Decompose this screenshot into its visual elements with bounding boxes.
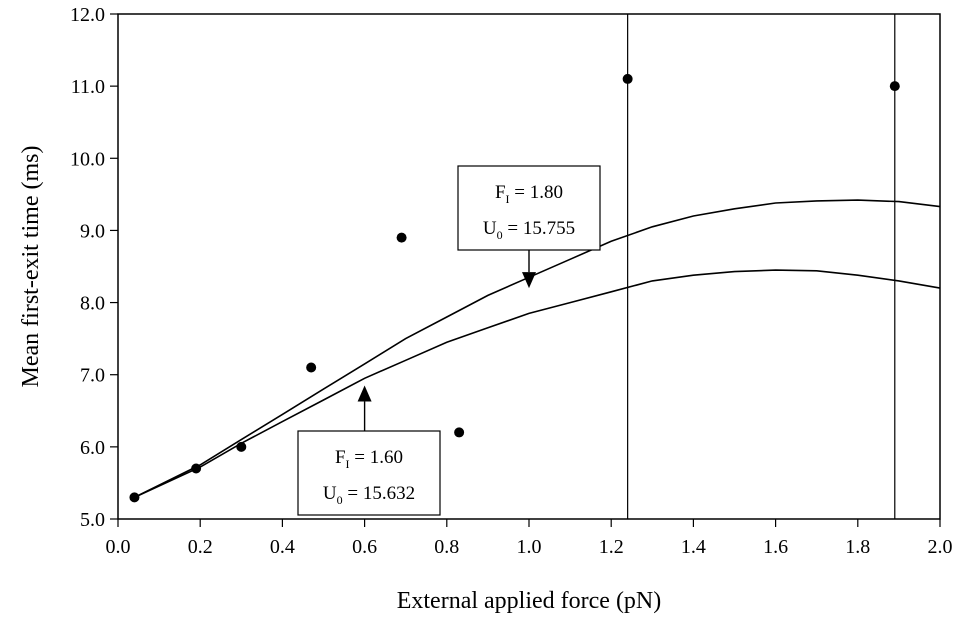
arrow-head xyxy=(522,272,536,289)
y-axis-title: Mean first-exit time (ms) xyxy=(18,146,44,388)
x-tick-label: 2.0 xyxy=(928,536,953,558)
u-value: = 15.632 xyxy=(343,483,415,504)
annotation-box xyxy=(297,430,441,516)
u-subscript: 0 xyxy=(337,493,343,507)
data-point xyxy=(191,463,202,474)
x-tick-label: 1.8 xyxy=(845,536,870,558)
y-tick-label: 10.0 xyxy=(70,148,105,170)
x-tick-label: 0.4 xyxy=(270,536,295,558)
curves xyxy=(134,199,941,499)
x-tick-label: 1.0 xyxy=(517,536,542,558)
x-axis-title: External applied force (pN) xyxy=(397,588,662,614)
x-tick-label: 0.6 xyxy=(352,536,377,558)
arrow-head xyxy=(357,385,372,402)
u-symbol: U xyxy=(323,483,337,504)
data-point xyxy=(454,427,465,438)
f-subscript: I xyxy=(506,192,510,206)
x-axis: 0.0 0.2 0.4 0.6 0.8 1.0 1.2 1.4 1.6 1.8 2.0 xyxy=(106,519,953,558)
x-tick-label: 0.8 xyxy=(434,536,459,558)
y-tick-label: 8.0 xyxy=(80,293,105,315)
y-tick-label: 12.0 xyxy=(70,4,105,26)
annotation-f-label: FI = 1.80 xyxy=(495,182,563,206)
annotation-u-label: U0 = 15.632 xyxy=(323,483,415,507)
data-point xyxy=(236,441,247,452)
f-value: = 1.80 xyxy=(510,182,563,203)
annotation-f-label: FI = 1.60 xyxy=(335,447,403,471)
x-tick-label: 0.2 xyxy=(188,536,213,558)
y-tick-label: 5.0 xyxy=(80,509,105,531)
x-tick-label: 0.0 xyxy=(106,536,131,558)
u-value: = 15.755 xyxy=(503,218,575,239)
x-tick-label: 1.2 xyxy=(599,536,624,558)
model-curve xyxy=(134,199,941,499)
u-subscript: 0 xyxy=(497,228,503,242)
y-axis: 5.0 6.0 7.0 8.0 9.0 10.0 11.0 12.0 xyxy=(70,4,118,531)
data-point xyxy=(396,232,407,243)
data-point xyxy=(129,492,140,503)
data-point xyxy=(306,362,317,373)
y-tick-label: 9.0 xyxy=(80,220,105,242)
data-point xyxy=(622,73,633,84)
data-point xyxy=(889,81,900,92)
y-tick-label: 7.0 xyxy=(80,365,105,387)
x-tick-label: 1.6 xyxy=(763,536,788,558)
f-subscript: I xyxy=(346,457,350,471)
x-tick-label: 1.4 xyxy=(681,536,706,558)
annotation: FI = 1.80 U0 = 15.755 xyxy=(457,165,601,289)
annotation-u-label: U0 = 15.755 xyxy=(483,218,575,242)
u-symbol: U xyxy=(483,218,497,239)
y-tick-label: 6.0 xyxy=(80,437,105,459)
f-value: = 1.60 xyxy=(350,447,403,468)
y-tick-label: 11.0 xyxy=(71,76,105,98)
f-symbol: F xyxy=(335,447,346,468)
model-curve xyxy=(134,269,941,499)
annotation: FI = 1.60 U0 = 15.632 xyxy=(297,385,441,516)
f-symbol: F xyxy=(495,182,506,203)
vertical-lines xyxy=(627,14,896,519)
points xyxy=(129,73,900,503)
